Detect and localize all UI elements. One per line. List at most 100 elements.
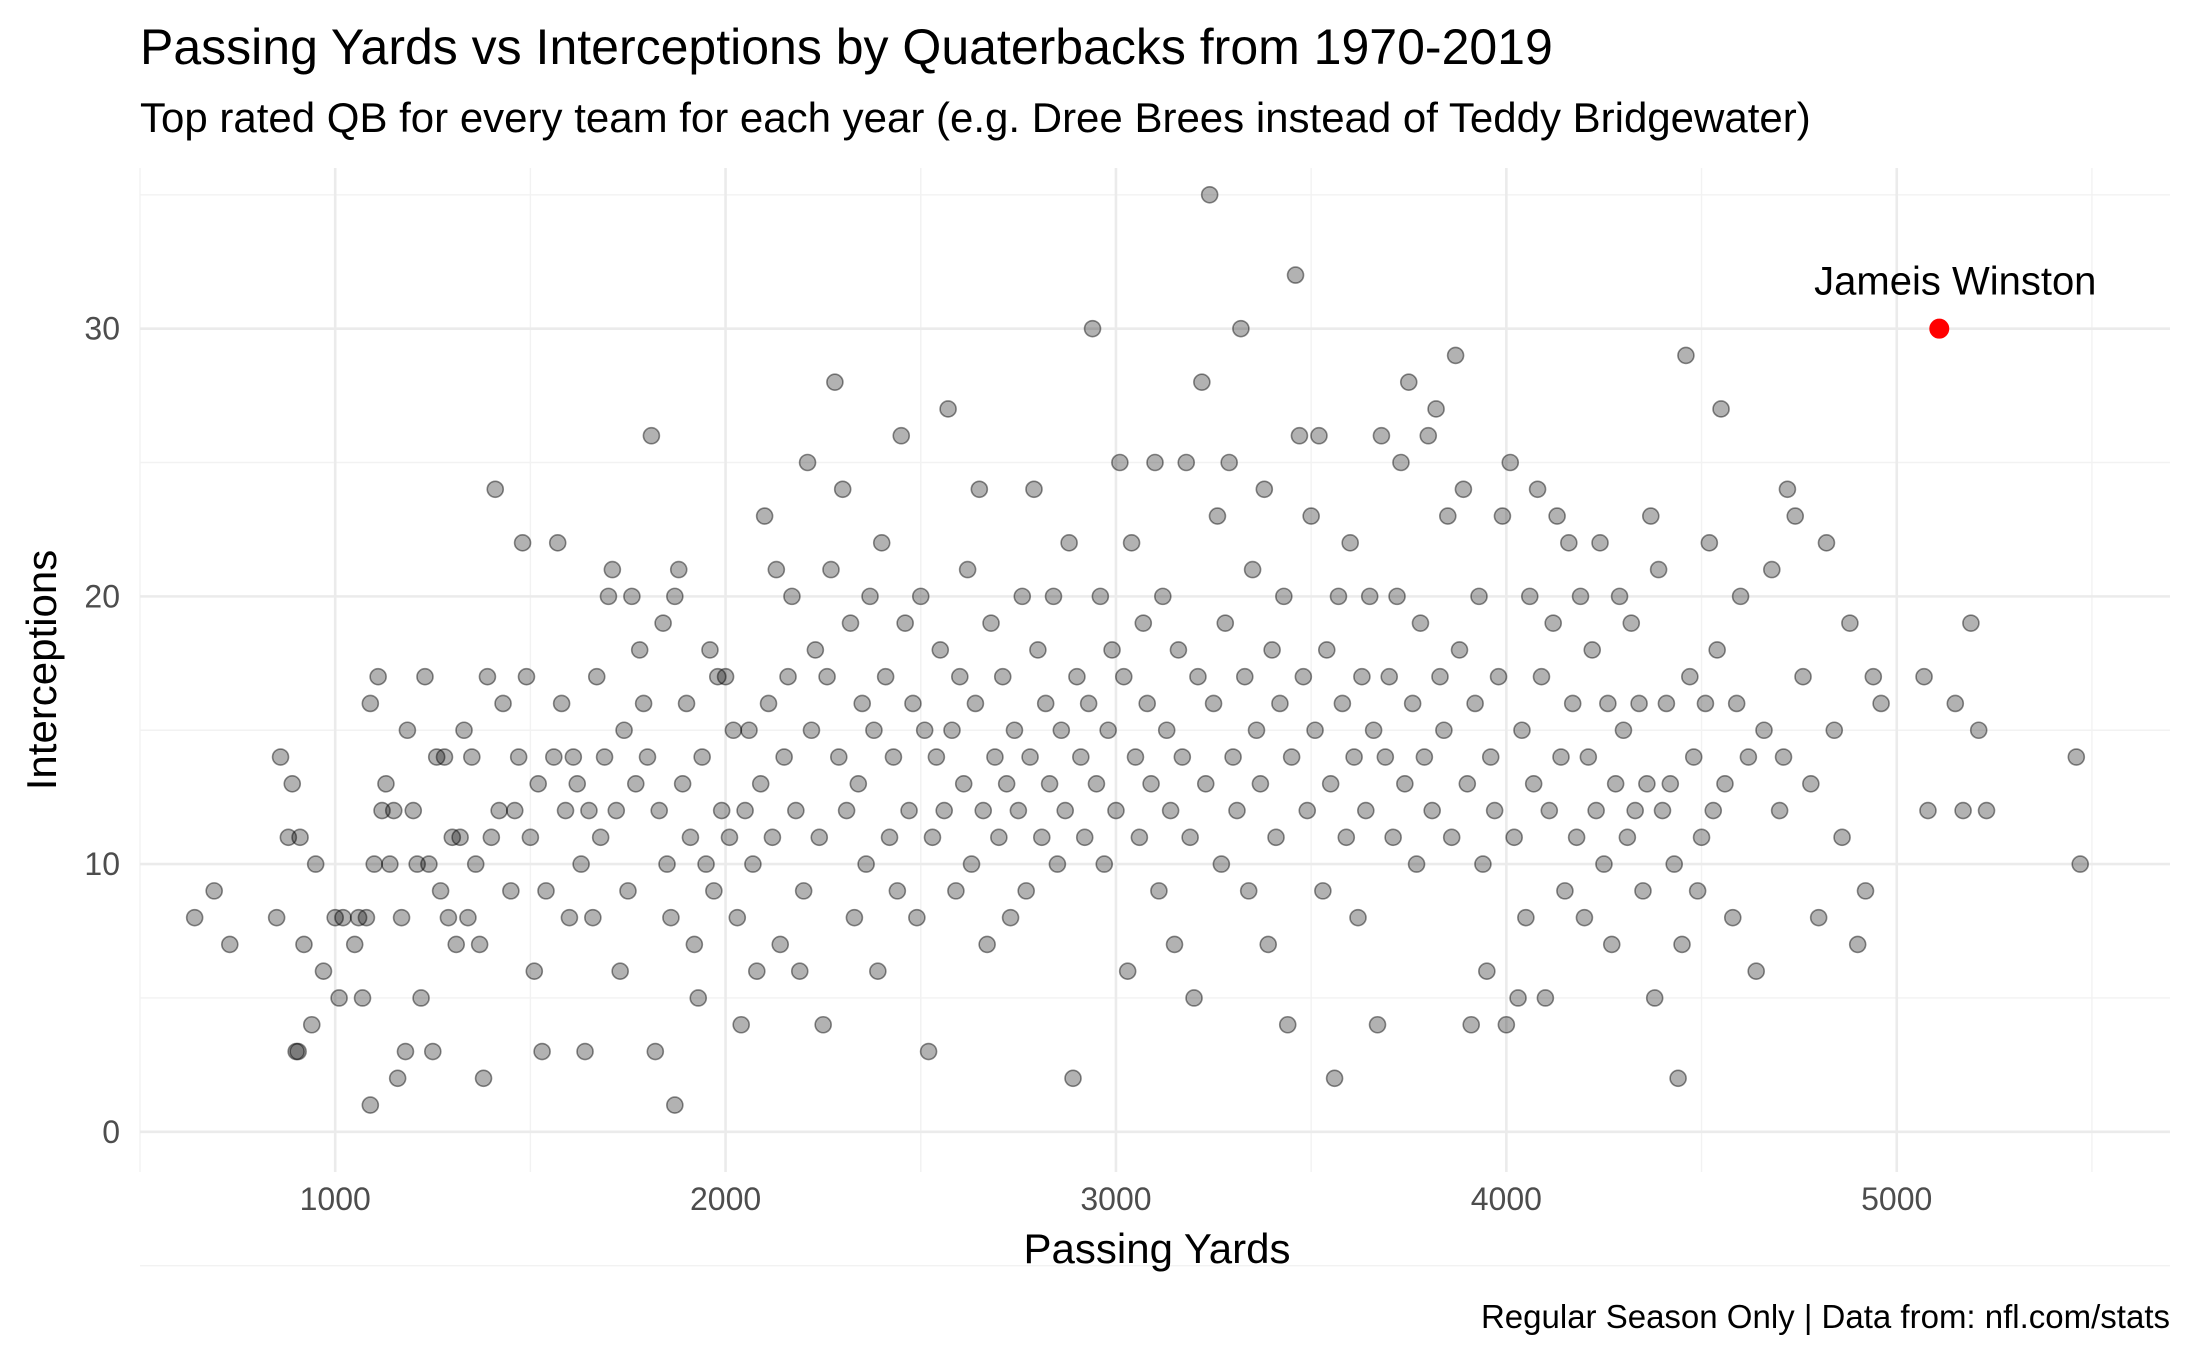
data-point bbox=[1427, 400, 1445, 418]
data-point bbox=[1544, 614, 1562, 632]
data-point bbox=[767, 560, 786, 579]
data-point bbox=[1310, 426, 1328, 445]
data-point bbox=[845, 908, 864, 927]
data-point bbox=[314, 962, 333, 981]
data-point bbox=[1755, 721, 1773, 740]
data-point bbox=[896, 614, 914, 632]
data-point bbox=[1802, 774, 1820, 793]
data-point bbox=[923, 828, 942, 847]
data-point bbox=[1364, 721, 1383, 740]
chart-caption: Regular Season Only | Data from: nfl.com… bbox=[1481, 1298, 2170, 1335]
data-point bbox=[1095, 855, 1114, 873]
data-point bbox=[1068, 667, 1086, 686]
data-point bbox=[1032, 828, 1051, 847]
data-point bbox=[1052, 721, 1071, 740]
data-point bbox=[205, 882, 223, 900]
data-point bbox=[1684, 748, 1703, 766]
data-point bbox=[283, 774, 302, 793]
data-point bbox=[708, 667, 727, 686]
data-point bbox=[779, 667, 797, 686]
data-point bbox=[271, 748, 290, 766]
data-point bbox=[396, 1042, 415, 1061]
data-point bbox=[1357, 801, 1375, 820]
data-point bbox=[1419, 426, 1438, 445]
data-point bbox=[388, 1069, 407, 1088]
data-point bbox=[884, 748, 903, 766]
data-point bbox=[962, 855, 981, 873]
data-point bbox=[291, 828, 309, 847]
data-point bbox=[306, 855, 325, 873]
data-point bbox=[1411, 614, 1430, 632]
data-point bbox=[1509, 989, 1527, 1007]
data-point bbox=[1036, 694, 1055, 713]
data-point bbox=[1396, 774, 1414, 793]
data-point bbox=[1669, 1069, 1687, 1088]
data-point bbox=[416, 667, 434, 686]
data-point bbox=[1376, 748, 1395, 766]
data-point bbox=[787, 801, 805, 820]
data-point bbox=[783, 587, 801, 606]
data-point bbox=[1919, 801, 1937, 820]
data-point bbox=[1435, 721, 1453, 740]
data-point bbox=[463, 748, 481, 766]
data-point bbox=[810, 828, 829, 847]
data-point bbox=[384, 801, 403, 820]
data-point bbox=[369, 667, 387, 686]
data-point bbox=[1009, 801, 1028, 820]
data-point bbox=[1493, 507, 1512, 525]
data-point bbox=[1505, 828, 1523, 847]
data-point bbox=[1579, 748, 1598, 766]
data-point bbox=[1872, 694, 1890, 713]
data-point bbox=[669, 560, 688, 579]
data-point bbox=[623, 587, 641, 606]
data-point bbox=[1021, 748, 1039, 766]
data-point bbox=[1560, 534, 1578, 552]
data-point bbox=[1181, 828, 1199, 847]
data-point bbox=[1208, 507, 1227, 525]
data-point bbox=[1809, 908, 1828, 927]
data-point bbox=[1255, 480, 1274, 499]
data-point bbox=[1489, 667, 1508, 686]
data-point bbox=[993, 667, 1012, 686]
data-point bbox=[1599, 694, 1617, 713]
data-point bbox=[677, 694, 696, 713]
data-point bbox=[927, 748, 946, 766]
y-axis-ticks: 0 10 20 30 bbox=[84, 311, 120, 1150]
data-point bbox=[1388, 587, 1406, 606]
data-point bbox=[619, 882, 637, 900]
data-point bbox=[1353, 667, 1371, 686]
data-point bbox=[837, 801, 856, 820]
data-point bbox=[1731, 587, 1750, 606]
highlighted-point-group: Jameis Winston bbox=[1814, 260, 2096, 339]
data-point bbox=[1204, 694, 1223, 713]
data-point bbox=[1017, 882, 1035, 900]
data-point bbox=[1161, 801, 1180, 820]
data-point bbox=[1770, 801, 1789, 820]
data-point bbox=[377, 774, 395, 793]
data-point bbox=[759, 694, 778, 713]
data-point bbox=[1583, 641, 1602, 659]
data-point bbox=[818, 667, 836, 686]
data-point bbox=[876, 667, 895, 686]
data-point bbox=[1716, 774, 1734, 793]
data-point bbox=[712, 801, 731, 820]
data-point bbox=[908, 908, 926, 927]
data-point bbox=[1317, 641, 1336, 659]
data-point bbox=[564, 748, 583, 766]
data-point bbox=[673, 774, 692, 793]
data-point bbox=[1286, 266, 1305, 284]
data-point bbox=[1114, 667, 1133, 686]
data-point bbox=[1399, 373, 1418, 391]
data-point bbox=[833, 480, 852, 499]
data-point bbox=[1540, 801, 1559, 820]
data-point bbox=[353, 989, 372, 1007]
data-point bbox=[1220, 453, 1238, 472]
x-tick-label: 3000 bbox=[1080, 1181, 1151, 1217]
data-point bbox=[1029, 641, 1047, 659]
data-point bbox=[1349, 908, 1367, 927]
data-point bbox=[829, 748, 848, 766]
data-point bbox=[1606, 774, 1625, 793]
data-point bbox=[2067, 748, 2086, 766]
data-point bbox=[1001, 908, 1020, 927]
data-point bbox=[736, 801, 754, 820]
